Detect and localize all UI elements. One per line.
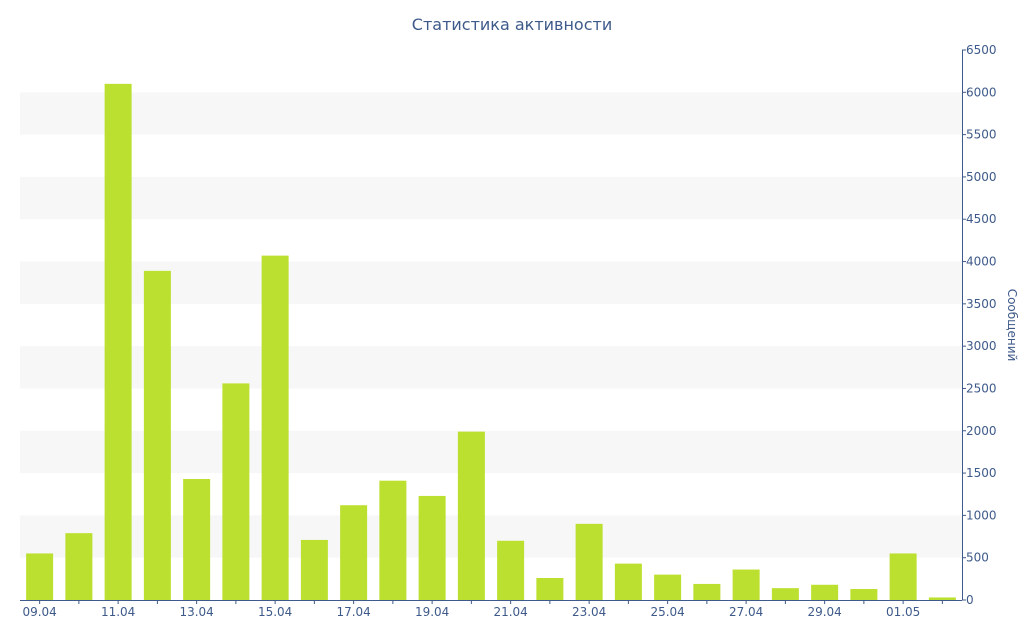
bars xyxy=(26,83,956,601)
x-tick-label: 19.04 xyxy=(415,605,449,619)
bar-12.04 xyxy=(143,270,171,600)
x-tick-label: 23.04 xyxy=(572,605,606,619)
grid-band xyxy=(20,92,962,135)
bar-24.04 xyxy=(614,563,642,600)
grid-band xyxy=(20,515,962,558)
axes: 09.04 11.04 13.04 15.04 17.04 19.04 21.04 23.04… xyxy=(20,43,997,619)
x-tick-label: 27.04 xyxy=(729,605,763,619)
bar-13.04 xyxy=(183,479,211,600)
y-tick-label: 500 xyxy=(966,551,989,565)
grid-band xyxy=(20,346,962,389)
bar-23.04 xyxy=(575,523,603,600)
x-tick-label: 15.04 xyxy=(258,605,292,619)
x-tick-label: 25.04 xyxy=(650,605,684,619)
grid-band xyxy=(20,176,962,220)
bar-17.04 xyxy=(340,505,368,600)
y-axis-title: Сообщений xyxy=(1005,289,1019,362)
x-tick-label: 17.04 xyxy=(336,605,370,619)
x-tick-label: 09.04 xyxy=(22,605,56,619)
bar-10.04 xyxy=(65,533,93,600)
y-tick-label: 1000 xyxy=(966,508,997,522)
y-tick-label: 4000 xyxy=(966,255,997,269)
y-tick-label: 3500 xyxy=(966,297,997,311)
y-tick-label: 1500 xyxy=(966,466,997,480)
bar-01.05 xyxy=(889,553,917,600)
bar-02.05 xyxy=(928,597,956,600)
y-tick-label: 2500 xyxy=(966,381,997,395)
x-tick-label: 21.04 xyxy=(493,605,527,619)
bar-29.04 xyxy=(811,584,839,600)
bar-22.04 xyxy=(536,578,564,600)
bar-28.04 xyxy=(771,588,799,600)
bar-26.04 xyxy=(693,583,721,600)
bar-09.04 xyxy=(26,553,54,600)
bar-25.04 xyxy=(654,574,682,600)
x-tick-label: 13.04 xyxy=(179,605,213,619)
bar-20.04 xyxy=(457,431,485,600)
x-tick-label: 11.04 xyxy=(101,605,135,619)
y-tick-label: 4500 xyxy=(966,212,997,226)
bar-30.04 xyxy=(850,589,878,600)
grid-band xyxy=(20,430,962,474)
grid-band xyxy=(20,261,962,304)
y-tick-label: 0 xyxy=(966,593,974,607)
bar-21.04 xyxy=(497,540,525,600)
y-tick-label: 3000 xyxy=(966,339,997,353)
bar-18.04 xyxy=(379,480,407,600)
x-tick-label: 29.04 xyxy=(807,605,841,619)
x-tick-label: 01.05 xyxy=(886,605,920,619)
bar-19.04 xyxy=(418,495,446,600)
chart-title: Статистика активности xyxy=(411,15,613,34)
y-tick-label: 6000 xyxy=(966,85,997,99)
bar-14.04 xyxy=(222,383,250,600)
y-tick-label: 2000 xyxy=(966,424,997,438)
grid-bands xyxy=(20,92,962,558)
y-tick-label: 6500 xyxy=(966,43,997,57)
bar-27.04 xyxy=(732,569,760,600)
bar-16.04 xyxy=(300,539,328,600)
y-tick-label: 5000 xyxy=(966,170,997,184)
bar-11.04 xyxy=(104,83,132,601)
bar-15.04 xyxy=(261,255,289,600)
y-tick-label: 5500 xyxy=(966,128,997,142)
